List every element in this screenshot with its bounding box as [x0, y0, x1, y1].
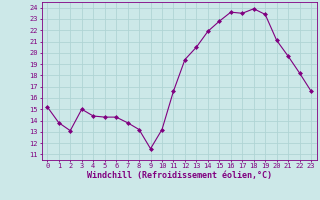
- X-axis label: Windchill (Refroidissement éolien,°C): Windchill (Refroidissement éolien,°C): [87, 171, 272, 180]
